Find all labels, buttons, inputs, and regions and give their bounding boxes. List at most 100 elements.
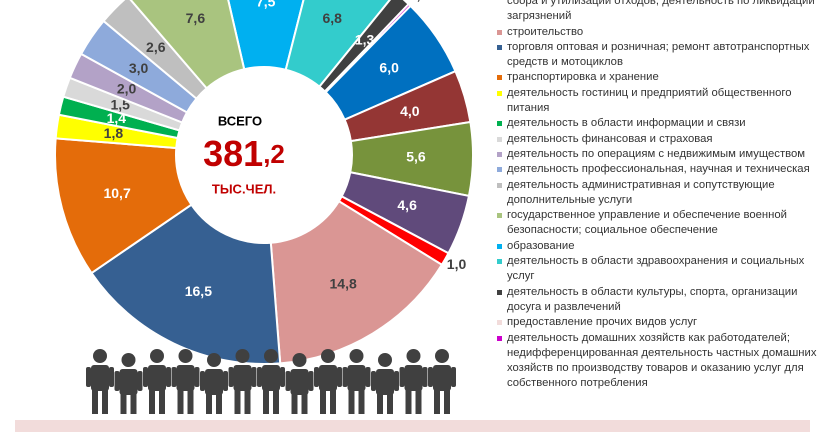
worker-icon [207,353,221,367]
worker-icon [377,394,383,414]
legend-item: деятельность в области культуры, спорта,… [495,285,825,316]
worker-icon [290,369,309,395]
worker-icon [109,367,114,387]
legend-text: транспортировка и хранение [507,71,659,84]
worker-icon [251,367,257,387]
worker-icon [114,371,120,391]
worker-icon [319,365,337,391]
worker-icon [404,365,423,391]
worker-icon [337,367,342,387]
worker-icon [223,371,228,391]
worker-icon [159,390,165,414]
segment-label: 1,8 [104,125,124,141]
legend-marker [497,320,502,326]
legend-text: деятельность домашних хозяйств как работ… [507,331,817,390]
worker-icon [200,371,205,391]
legend-item: деятельность гостиниц и предприятий обще… [495,86,825,117]
legend-item: деятельность профессиональная, научная и… [495,162,825,177]
worker-icon [349,349,364,363]
segment-label: 14,8 [330,275,357,291]
legend-text: деятельность в области здравоохранения и… [507,255,805,283]
worker-icon [102,390,108,414]
center-total: 381,2 [203,133,285,174]
worker-icon [280,367,285,387]
worker-icon [194,367,200,387]
worker-icon [291,394,298,414]
worker-icon [394,371,399,391]
legend-marker [497,75,502,81]
worker-icon [435,349,449,363]
legend-text: деятельность в области информации и связ… [507,117,746,130]
worker-icon [428,367,433,387]
worker-icon [422,367,428,387]
segment-label: 3,0 [129,60,149,76]
legend-marker [497,243,502,249]
worker-icon [365,367,371,387]
worker-icon [292,353,307,367]
worker-icon [205,369,223,395]
worker-icon [234,390,241,414]
worker-icon [342,367,348,387]
segment-label: 6,0 [379,59,399,75]
legend-marker [497,259,502,265]
legend: сбора и утилизации отходов, деятельность… [495,0,825,392]
worker-icon [206,394,212,414]
worker-icon [130,394,137,414]
segment-label: 10,7 [103,185,130,201]
worker-icon [399,367,405,387]
donut-segment [129,0,246,90]
legend-marker [497,136,502,142]
worker-icon [228,367,234,387]
segment-label: 2,6 [146,39,166,55]
worker-icon [216,394,222,414]
legend-item: государственное управление и обеспечение… [495,208,825,239]
worker-icon [433,365,451,391]
worker-icon [264,349,278,363]
worker-icon [405,390,412,414]
worker-icon [406,349,421,363]
donut-segment [227,0,305,71]
worker-icon [358,390,365,414]
worker-icon [177,390,184,414]
worker-icon [308,371,314,391]
segment-label: 0,2 [409,0,429,2]
worker-icon [149,390,155,414]
worker-icon [262,365,280,391]
legend-text: образование [507,239,575,252]
worker-icon [233,365,252,391]
legend-item: деятельность по операциям с недвижимым и… [495,147,825,162]
segment-label: 7,5 [256,0,276,10]
legend-text: деятельность административная и сопутств… [507,178,775,206]
segment-label: 16,5 [185,283,212,299]
total-main: 381 [203,133,263,174]
donut-segment [284,0,392,89]
center-top: ВСЕГО [218,113,262,128]
worker-icon [387,394,393,414]
worker-icon [378,353,392,367]
worker-icon [301,394,308,414]
legend-text: деятельность гостиниц и предприятий обще… [507,86,792,115]
legend-item: деятельность в области информации и связ… [495,116,825,131]
worker-icon [187,390,194,414]
worker-icon [434,390,440,414]
legend-text: деятельность профессиональная, научная и… [507,163,810,176]
segment-label: 1,0 [447,256,467,272]
legend-marker [497,289,502,295]
segment-label: 4,6 [397,197,417,213]
donut: 7,56,81,30,26,04,05,64,61,014,816,510,71… [54,0,474,365]
legend-marker [497,167,502,173]
worker-icon [376,369,394,395]
legend-marker [497,151,502,157]
worker-icon [150,349,164,363]
legend-text: деятельность в области культуры, спорта,… [507,285,798,313]
worker-icon [235,349,250,363]
worker-icon [348,390,355,414]
legend-item: деятельность в области здравоохранения и… [495,254,825,285]
legend-item: сбора и утилизации отходов, деятельность… [495,0,825,25]
legend-text: деятельность финансовая и страховая [507,132,713,145]
total-decimal: ,2 [263,139,285,169]
legend-text: сбора и утилизации отходов, деятельность… [507,0,815,23]
donut-segment [269,199,444,365]
